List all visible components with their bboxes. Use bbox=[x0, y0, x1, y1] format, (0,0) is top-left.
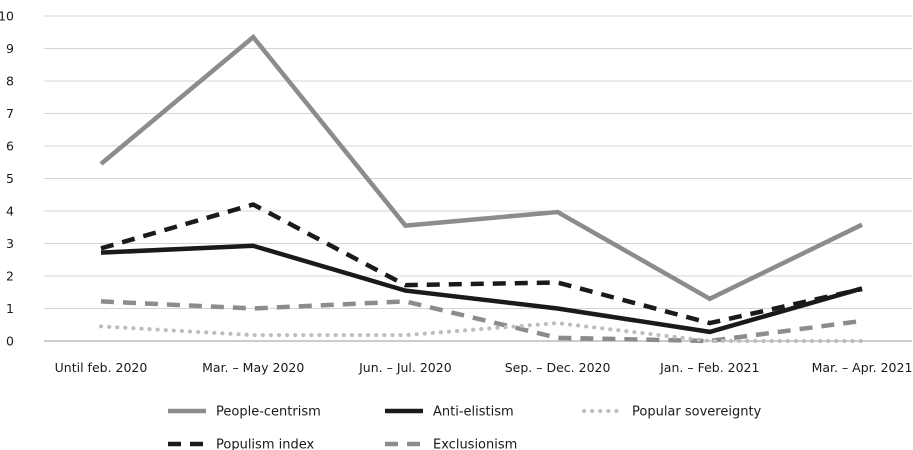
y-tick-label: 10 bbox=[0, 9, 14, 24]
y-tick-label: 2 bbox=[6, 269, 14, 284]
x-tick-label: Jan. – Feb. 2021 bbox=[659, 360, 759, 375]
legend-label: Populism index bbox=[216, 438, 314, 450]
legend-label: Exclusionism bbox=[433, 438, 517, 450]
x-axis-ticks: Until feb. 2020 Mar. – May 2020 Jun. – Jul… bbox=[55, 360, 913, 375]
y-tick-label: 3 bbox=[6, 236, 14, 251]
legend-label: Anti-elistism bbox=[433, 405, 514, 420]
series-line-exclusionism bbox=[100, 299, 863, 344]
y-tick-label: 0 bbox=[6, 334, 14, 349]
series-line-anti-elistism bbox=[100, 243, 863, 335]
series-lines bbox=[99, 33, 864, 344]
legend-label: People-centrism bbox=[216, 405, 321, 420]
legend-label: Popular sovereignty bbox=[632, 405, 762, 420]
x-tick-label: Jun. – Jul. 2020 bbox=[358, 360, 452, 375]
x-tick-label: Mar. – May 2020 bbox=[202, 360, 304, 375]
y-tick-label: 4 bbox=[6, 204, 14, 219]
x-tick-label: Mar. – Apr. 2021 bbox=[812, 360, 913, 375]
gridlines bbox=[44, 15, 912, 342]
y-axis-ticks: 0 1 2 3 4 5 6 7 8 9 10 bbox=[0, 9, 14, 349]
legend: People-centrism Anti-elistism Popular sove… bbox=[168, 405, 762, 450]
series-line-populism-index bbox=[100, 202, 863, 326]
x-tick-label: Sep. – Dec. 2020 bbox=[505, 360, 611, 375]
series-line-people-centrism bbox=[99, 33, 863, 302]
y-tick-label: 6 bbox=[6, 139, 14, 154]
y-tick-label: 7 bbox=[6, 106, 14, 121]
y-tick-label: 8 bbox=[6, 74, 14, 89]
x-tick-label: Until feb. 2020 bbox=[55, 360, 148, 375]
series-line-popular-sovereignty bbox=[99, 321, 864, 343]
y-tick-label: 5 bbox=[6, 171, 14, 186]
y-tick-label: 9 bbox=[6, 41, 14, 56]
y-tick-label: 1 bbox=[6, 301, 14, 316]
